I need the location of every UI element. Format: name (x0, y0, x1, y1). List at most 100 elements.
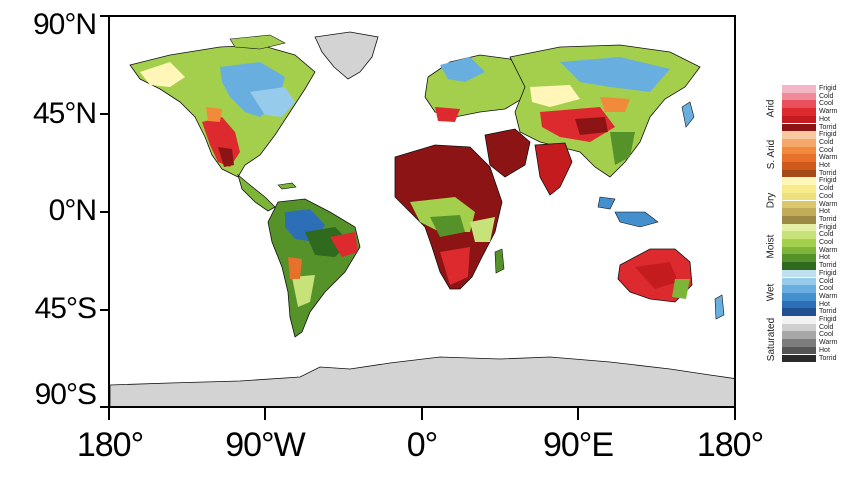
legend-swatch (782, 277, 816, 286)
lon-label-90w: 90°W (225, 426, 306, 464)
legend-item-label: Cold (819, 323, 834, 331)
lat-label-45n: 45°N (32, 97, 97, 130)
legend-swatch (782, 246, 816, 255)
legend-item-label: Torrid (819, 215, 837, 223)
lon-tick (734, 408, 736, 420)
legend-swatch (782, 346, 816, 355)
legend-item-label: Torrid (819, 169, 837, 177)
legend-item-label: Cold (819, 92, 834, 100)
legend-item-label: Hot (819, 300, 830, 308)
legend-swatch (782, 285, 816, 293)
world-map (108, 15, 736, 408)
legend-swatch (782, 262, 816, 270)
legend-swatch (782, 208, 816, 216)
legend-item-label: Cool (819, 100, 834, 108)
legend-swatch (782, 231, 816, 239)
legend-item-label: Cold (819, 277, 834, 285)
lon-tick (108, 408, 110, 420)
legend-item-label: Cool (819, 192, 834, 200)
legend-swatch (782, 331, 816, 340)
legend-item-label: Frigid (819, 223, 837, 231)
legend-group-label: Moist (765, 234, 777, 259)
legend-swatch (782, 192, 816, 201)
legend-swatch (782, 185, 816, 193)
legend-swatch (782, 223, 816, 232)
india-landmass (534, 142, 573, 196)
lat-label-45s: 45°S (34, 292, 97, 325)
antarctica-landmass (110, 356, 734, 406)
legend-swatch (782, 108, 816, 116)
legend-item-label: Warm (819, 200, 838, 208)
legend-group-label: S. Arid (765, 139, 777, 170)
lat-label-0n: 0°N (48, 194, 97, 227)
legend-item-label: Torrid (819, 123, 837, 131)
legend-item-label: Torrid (819, 354, 837, 362)
japan-landmass (681, 101, 695, 128)
legend-item-label: Hot (819, 208, 830, 216)
legend-swatch (782, 269, 816, 278)
legend-swatch (782, 177, 816, 186)
legend-item-label: Cold (819, 138, 834, 146)
legend-item-label: Frigid (819, 85, 837, 92)
legend-swatch (782, 292, 816, 301)
africa-landmass (394, 144, 503, 290)
legend-swatch (782, 254, 816, 263)
lat-tick (100, 211, 109, 213)
legend-item-label: Frigid (819, 269, 837, 277)
legend-swatch (782, 239, 816, 247)
legend-swatch (782, 316, 816, 324)
legend-swatch (782, 162, 816, 170)
legend-swatch (782, 300, 816, 309)
legend-swatch (782, 123, 816, 132)
legend-item-label: Frigid (819, 316, 837, 323)
climate-legend: Frigid Cold Cool Warm Hot Torrid Arid Frigid Col… (762, 85, 848, 365)
legend-item-label: Frigid (819, 131, 837, 139)
legend-swatch (782, 354, 816, 363)
legend-item-label: Cool (819, 285, 834, 293)
legend-swatch (782, 154, 816, 162)
legend-item-label: Torrid (819, 308, 837, 316)
legend-item-label: Torrid (819, 262, 837, 270)
arabia-landmass (484, 128, 531, 178)
legend-item-label: Warm (819, 339, 838, 347)
map-canvas (110, 31, 734, 406)
legend-item-label: Hot (819, 115, 830, 123)
lon-label-180w: 180° (76, 426, 144, 464)
legend-swatch (782, 131, 816, 139)
legend-swatch (782, 92, 816, 101)
legend-item-label: Warm (819, 246, 838, 254)
legend-swatch (782, 308, 816, 316)
new-zealand-landmass (714, 294, 725, 320)
legend-swatch (782, 85, 816, 93)
lat-tick (100, 15, 109, 17)
lon-label-0: 0° (406, 426, 439, 464)
legend-item-label: Warm (819, 154, 838, 162)
legend-item-label: Hot (819, 254, 830, 262)
legend-item-label: Hot (819, 162, 830, 169)
legend-swatch (782, 169, 816, 178)
se-asia-islands (614, 211, 659, 228)
south-america-landmass (267, 198, 361, 338)
legend-swatch (782, 115, 816, 124)
legend-item-label: Cool (819, 146, 834, 154)
legend-swatch (782, 146, 816, 155)
legend-item-label: Frigid (819, 177, 837, 185)
lon-tick (421, 408, 423, 420)
lat-tick (100, 113, 109, 115)
se-asia-islands (597, 196, 616, 210)
legend-item-label: Cold (819, 231, 834, 239)
central-america-landmass (237, 173, 276, 212)
legend-group-label: Arid (765, 99, 777, 117)
legend-swatch (782, 100, 816, 109)
legend-group-label: Saturated (765, 317, 777, 361)
australia-landmass (617, 248, 693, 303)
legend-swatch (782, 200, 816, 209)
lat-tick (100, 309, 109, 311)
lon-tick (577, 408, 579, 420)
legend-item-label: Cool (819, 331, 834, 339)
lon-label-180e: 180° (696, 426, 764, 464)
caribbean-islands (277, 182, 297, 190)
legend-item-label: Cold (819, 185, 834, 193)
legend-swatch (782, 215, 816, 224)
europe-landmass (424, 54, 531, 122)
